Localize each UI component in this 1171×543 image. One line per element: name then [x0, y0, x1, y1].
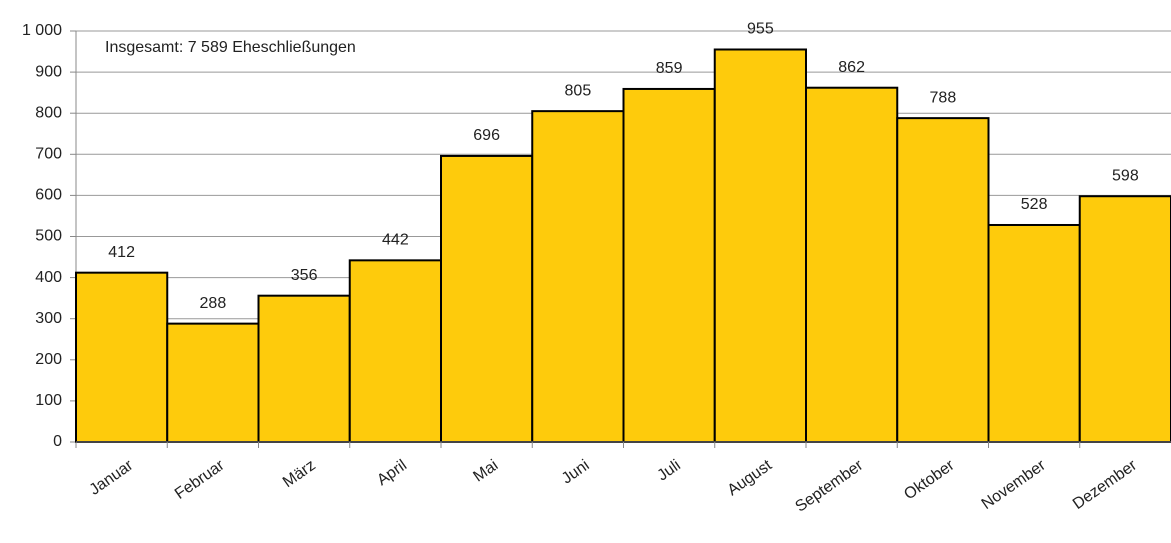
value-label: 356 [291, 267, 318, 284]
x-tick-label: Dezember [1070, 456, 1141, 513]
annotation: Insgesamt: 7 589 Eheschließungen [105, 39, 356, 56]
x-tick-label: Februar [172, 456, 228, 502]
y-tick-label: 300 [35, 310, 62, 327]
x-tick-label: August [725, 456, 776, 499]
x-tick-label: Juli [654, 457, 683, 485]
y-tick-label: 200 [35, 351, 62, 368]
bar [1078, 195, 1171, 443]
y-tick-label: 700 [35, 146, 62, 163]
y-tick-label: 1 000 [22, 22, 62, 39]
bar [166, 322, 260, 443]
bar [713, 48, 807, 444]
bar [348, 259, 442, 444]
bar [440, 154, 534, 443]
value-label: 288 [200, 295, 227, 312]
y-tick-label: 500 [35, 228, 62, 245]
value-label: 598 [1112, 167, 1139, 184]
x-tick-label: Oktober [901, 456, 958, 503]
bar [75, 271, 169, 443]
value-label: 955 [747, 21, 774, 38]
x-tick-label: Juni [559, 457, 593, 488]
bar [896, 117, 990, 444]
x-tick-label: April [374, 457, 410, 489]
value-label: 412 [108, 244, 135, 261]
value-label: 528 [1021, 196, 1048, 213]
y-tick-label: 400 [35, 269, 62, 286]
bar [531, 110, 625, 444]
x-tick-label: Januar [87, 456, 137, 498]
value-label: 805 [565, 82, 592, 99]
y-tick-label: 0 [53, 433, 62, 450]
value-label: 788 [930, 89, 957, 106]
bar [805, 86, 899, 444]
bar [987, 223, 1081, 443]
bar [257, 294, 351, 443]
x-tick-label: September [792, 456, 866, 515]
y-tick-label: 900 [35, 63, 62, 80]
x-tick-label: Mai [470, 457, 501, 486]
y-tick-label: 800 [35, 104, 62, 121]
y-tick-label: 600 [35, 187, 62, 204]
x-tick-label: November [979, 456, 1050, 513]
value-label: 859 [656, 60, 683, 77]
value-label: 862 [838, 59, 865, 76]
value-label: 696 [473, 127, 500, 144]
value-label: 442 [382, 232, 409, 249]
y-tick-label: 100 [35, 392, 62, 409]
bar [622, 87, 716, 444]
x-tick-label: März [280, 457, 319, 491]
